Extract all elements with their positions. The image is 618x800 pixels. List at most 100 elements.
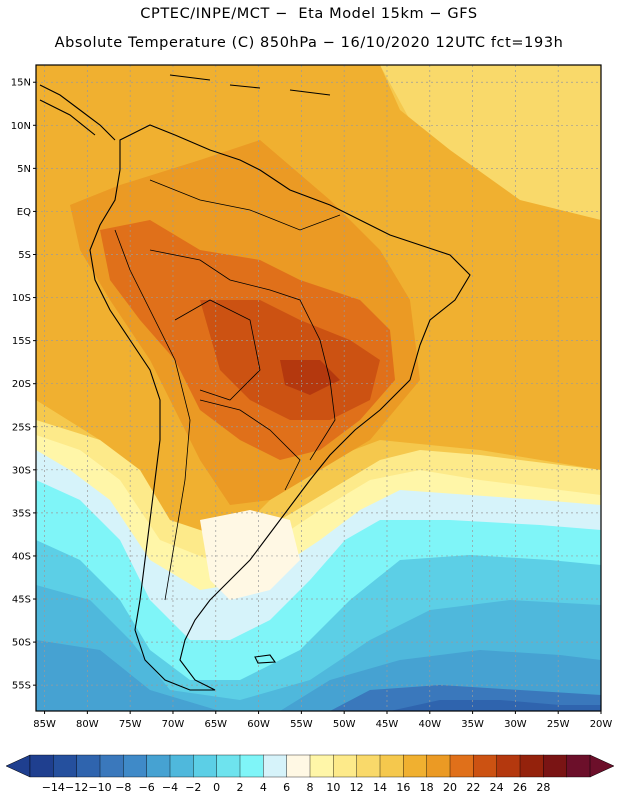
field-max-26-28 [280, 360, 340, 395]
colorbar-swatch [169, 754, 194, 778]
lon-label: 40W [418, 719, 441, 730]
colorbar-label: 16 [396, 781, 410, 794]
border-bolivia [174, 299, 261, 401]
colorbar-high-arrow [589, 754, 615, 778]
lat-label: 10S [12, 293, 31, 304]
lon-label: 85W [33, 719, 56, 730]
temperature-field [36, 65, 601, 711]
colorbar-label: 20 [443, 781, 457, 794]
colorbar-label: 24 [490, 781, 504, 794]
lon-label: 20W [590, 719, 613, 730]
colorbar-swatch [496, 754, 521, 778]
colorbar-label: 26 [513, 781, 527, 794]
colorbar-low-arrow [5, 754, 31, 778]
colorbar-label: 8 [307, 781, 314, 794]
border-argentina [199, 399, 301, 491]
country-borders [114, 179, 341, 601]
falkland-islands [254, 654, 277, 664]
caribbean-islands [169, 74, 331, 96]
lon-label: 30W [504, 719, 527, 730]
colorbar-label: 12 [350, 781, 364, 794]
field-patagonia-6-8 [200, 510, 300, 600]
lon-label: 80W [76, 719, 99, 730]
colorbar-swatch [123, 754, 148, 778]
map-frame [35, 64, 602, 712]
lat-label: 15N [11, 78, 31, 89]
colorbar-swatch [449, 754, 474, 778]
colorbar-swatch [76, 754, 101, 778]
lon-label: 65W [204, 719, 227, 730]
colorbar-swatch [239, 754, 264, 778]
colorbar-label: −4 [162, 781, 178, 794]
lon-label: 25W [547, 719, 570, 730]
lat-label: 15S [12, 336, 31, 347]
colorbar-label: 18 [420, 781, 434, 794]
lat-label: 40S [12, 551, 31, 562]
colorbar-swatch [519, 754, 544, 778]
chart-title-line2: Absolute Temperature (C) 850hPa − 16/10/… [54, 35, 564, 51]
colorbar-swatch [543, 754, 568, 778]
lat-label: 5S [18, 250, 31, 261]
field-north-atlantic-14-16 [380, 65, 601, 230]
colorbar-swatch [193, 754, 218, 778]
field-coldest-core [390, 700, 601, 711]
colorbar-label: 0 [213, 781, 220, 794]
colorbar: −14 −12 −10 −8 −6 −4 −2 0 2 4 6 8 10 12 14 16 18 20 22 24 26… [5, 754, 615, 794]
colorbar-label: −10 [88, 781, 111, 794]
colorbar-label: −12 [65, 781, 88, 794]
latitude-labels: 15N 10N 5N EQ 5S 10S 15S 20S 25S 30S 35S 40S 45S 50S 5… [11, 78, 36, 692]
colorbar-swatch [29, 754, 54, 778]
lat-label: 10N [11, 121, 31, 132]
colorbar-label: −6 [139, 781, 155, 794]
colorbar-label: 4 [260, 781, 267, 794]
colorbar-swatch [53, 754, 78, 778]
lat-label: 45S [12, 595, 31, 606]
colorbar-swatch [333, 754, 358, 778]
lon-label: 50W [333, 719, 356, 730]
colorbar-swatch [286, 754, 311, 778]
colorbar-swatch [473, 754, 498, 778]
lon-label: 75W [119, 719, 142, 730]
graticule [36, 65, 601, 711]
colorbar-label: −14 [42, 781, 65, 794]
lat-label: 20S [12, 379, 31, 390]
border-north [149, 179, 341, 231]
colorbar-swatch [379, 754, 404, 778]
colorbar-swatch [426, 754, 451, 778]
lon-label: 60W [247, 719, 270, 730]
colorbar-swatch [99, 754, 124, 778]
lon-label: 45W [376, 719, 399, 730]
lat-label: 50S [12, 638, 31, 649]
colorbar-swatch [309, 754, 334, 778]
colorbar-label: −8 [115, 781, 131, 794]
central-america-coastline [39, 84, 116, 141]
lat-label: EQ [17, 207, 31, 218]
lat-label: 35S [12, 508, 31, 519]
colorbar-swatch [146, 754, 171, 778]
border-brazil-west [149, 249, 336, 461]
coastlines [39, 74, 471, 691]
lat-label: 30S [12, 465, 31, 476]
colorbar-label: 22 [466, 781, 480, 794]
colorbar-label: 28 [536, 781, 550, 794]
colorbar-swatch [216, 754, 241, 778]
border-andes [114, 229, 191, 601]
colorbar-label: −2 [185, 781, 201, 794]
colorbar-label: 14 [373, 781, 387, 794]
lon-label: 35W [461, 719, 484, 730]
lon-label: 55W [290, 719, 313, 730]
longitude-labels: 85W 80W 75W 70W 65W 60W 55W 50W 45W 40W 35W 30W 25W 2… [33, 711, 612, 730]
colorbar-swatch [263, 754, 288, 778]
colorbar-label: 2 [237, 781, 244, 794]
south-america-coastline [89, 124, 471, 691]
lat-label: 55S [12, 681, 31, 692]
lat-label: 25S [12, 422, 31, 433]
field-southwest-cold [36, 640, 220, 711]
lon-label: 70W [162, 719, 185, 730]
colorbar-swatch [566, 754, 591, 778]
lat-label: 5N [17, 164, 31, 175]
colorbar-swatch [403, 754, 428, 778]
chart-title-line1: CPTEC/INPE/MCT − Eta Model 15km − GFS [140, 6, 478, 22]
colorbar-label: 6 [283, 781, 290, 794]
